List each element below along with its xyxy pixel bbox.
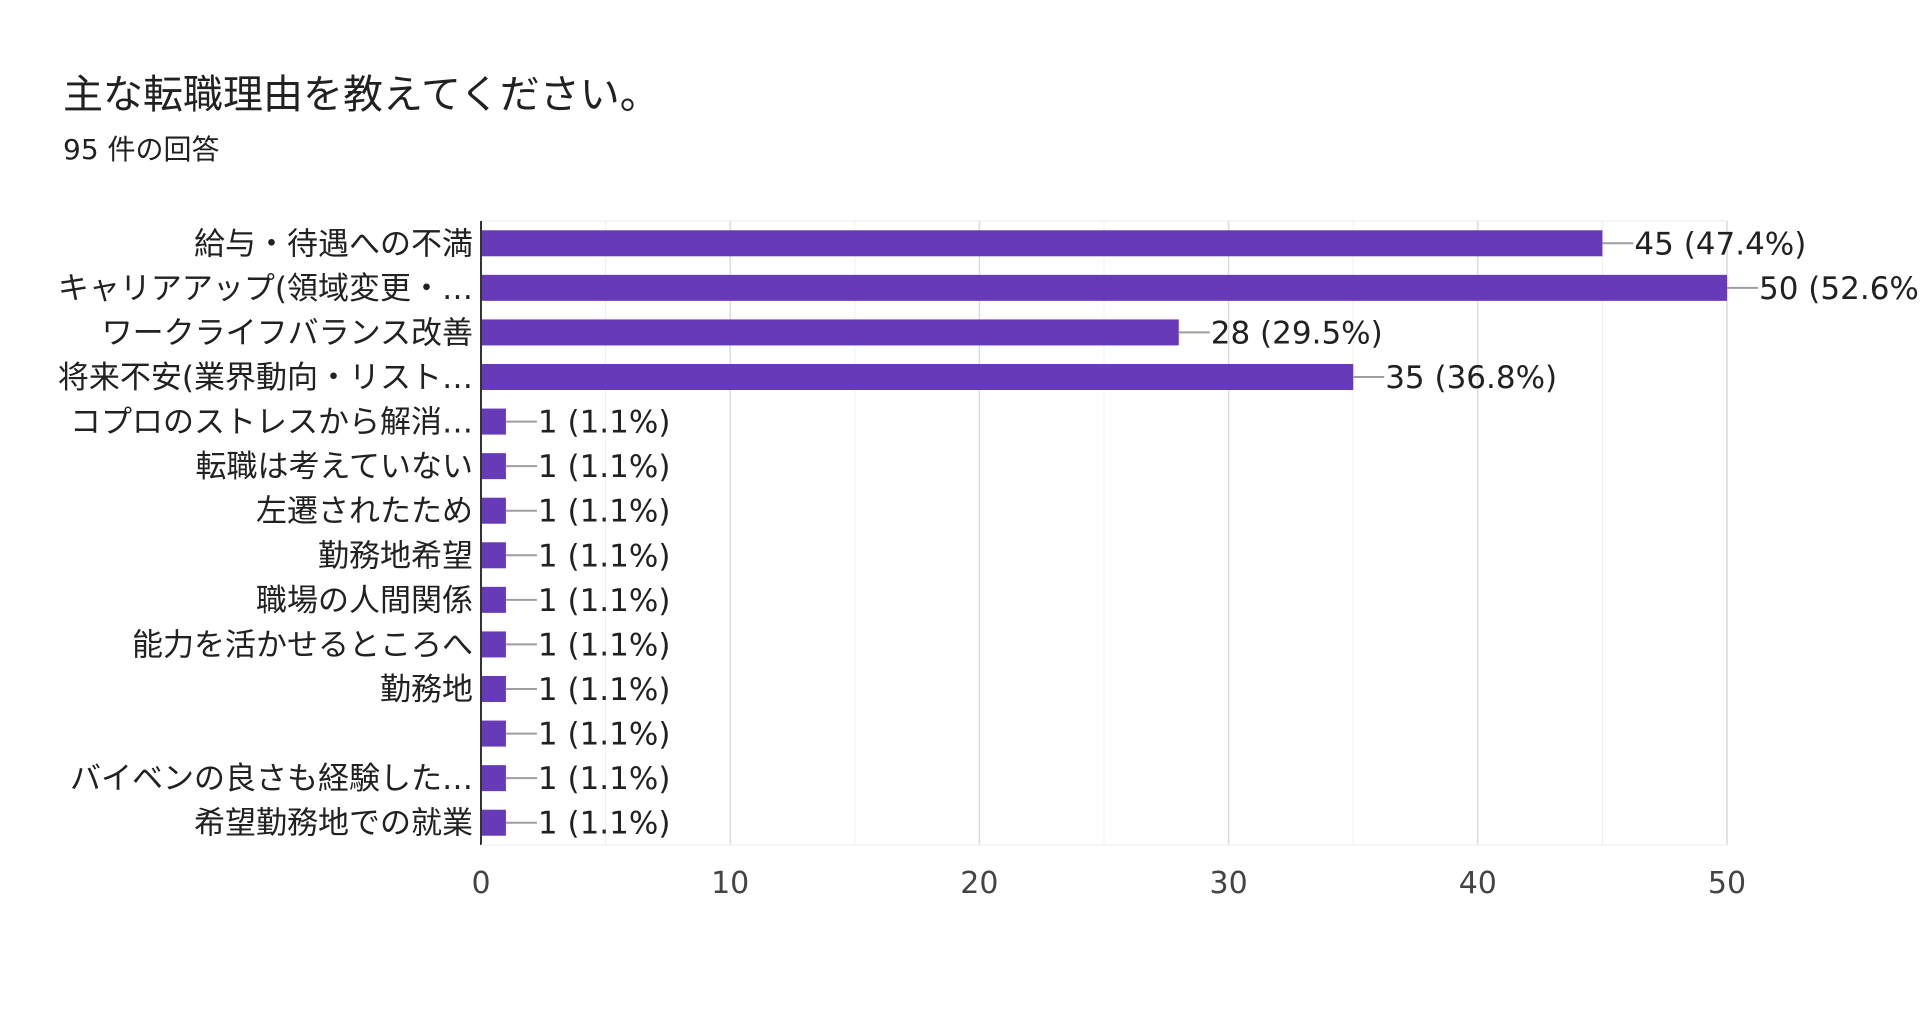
x-tick-label: 50 bbox=[1708, 866, 1746, 901]
data-label: 1 (1.1%) bbox=[538, 583, 671, 619]
bar bbox=[481, 274, 1727, 301]
bar bbox=[481, 497, 506, 524]
data-label: 50 (52.6%) bbox=[1759, 271, 1920, 307]
bar bbox=[481, 453, 506, 480]
bar bbox=[481, 408, 506, 435]
category-label: キャリアアップ(領域変更・… bbox=[58, 271, 473, 307]
x-tick-label: 20 bbox=[960, 866, 998, 901]
data-label: 1 (1.1%) bbox=[538, 806, 671, 842]
category-label: 勤務地 bbox=[380, 672, 473, 708]
x-tick-label: 40 bbox=[1459, 866, 1497, 901]
category-label: 将来不安(業界動向・リスト… bbox=[58, 360, 473, 396]
bar bbox=[481, 586, 506, 613]
data-label: 1 (1.1%) bbox=[538, 672, 671, 708]
category-label: ワークライフバランス改善 bbox=[102, 315, 473, 351]
bar bbox=[481, 631, 506, 658]
bar bbox=[481, 230, 1603, 257]
category-label: 希望勤務地での就業 bbox=[194, 806, 473, 842]
category-label: 勤務地希望 bbox=[318, 538, 473, 574]
bar bbox=[481, 319, 1179, 346]
x-tick-label: 30 bbox=[1210, 866, 1248, 901]
data-label: 35 (36.8%) bbox=[1385, 360, 1557, 396]
bar bbox=[481, 809, 506, 836]
bar bbox=[481, 765, 506, 792]
category-label: バイベンの良さも経験した… bbox=[70, 761, 473, 797]
axes: 0 10 20 30 40 50 bbox=[471, 221, 1746, 901]
bar bbox=[481, 720, 506, 747]
data-label: 1 (1.1%) bbox=[538, 494, 671, 530]
category-label: 能力を活かせるところへ bbox=[132, 627, 473, 663]
data-label: 1 (1.1%) bbox=[538, 449, 671, 485]
category-label: 転職は考えていない bbox=[196, 449, 473, 485]
data-label: 1 (1.1%) bbox=[538, 405, 671, 441]
bar bbox=[481, 364, 1354, 390]
bars: 45 (47.4%) 給与・待遇への不満 50 (52.6%) キャリアアップ(領域変… bbox=[58, 226, 1920, 841]
category-label: 職場の人間関係 bbox=[256, 583, 473, 619]
response-count: 95 件の回答 bbox=[63, 133, 220, 166]
x-tick-label: 0 bbox=[471, 866, 490, 901]
data-label: 1 (1.1%) bbox=[538, 538, 671, 574]
chart-title: 主な転職理由を教えてください。 bbox=[63, 72, 660, 118]
data-label: 1 (1.1%) bbox=[538, 627, 671, 663]
x-tick-label: 10 bbox=[711, 866, 749, 901]
data-label: 45 (47.4%) bbox=[1634, 226, 1806, 262]
bar bbox=[481, 676, 506, 702]
category-label: 左遷されたため bbox=[256, 494, 473, 530]
category-label: コプロのストレスから解消… bbox=[70, 405, 473, 441]
data-label: 1 (1.1%) bbox=[538, 717, 671, 753]
bar bbox=[481, 542, 506, 569]
data-label: 1 (1.1%) bbox=[538, 761, 671, 797]
category-label: 給与・待遇への不満 bbox=[194, 226, 473, 262]
data-label: 28 (29.5%) bbox=[1211, 315, 1383, 351]
